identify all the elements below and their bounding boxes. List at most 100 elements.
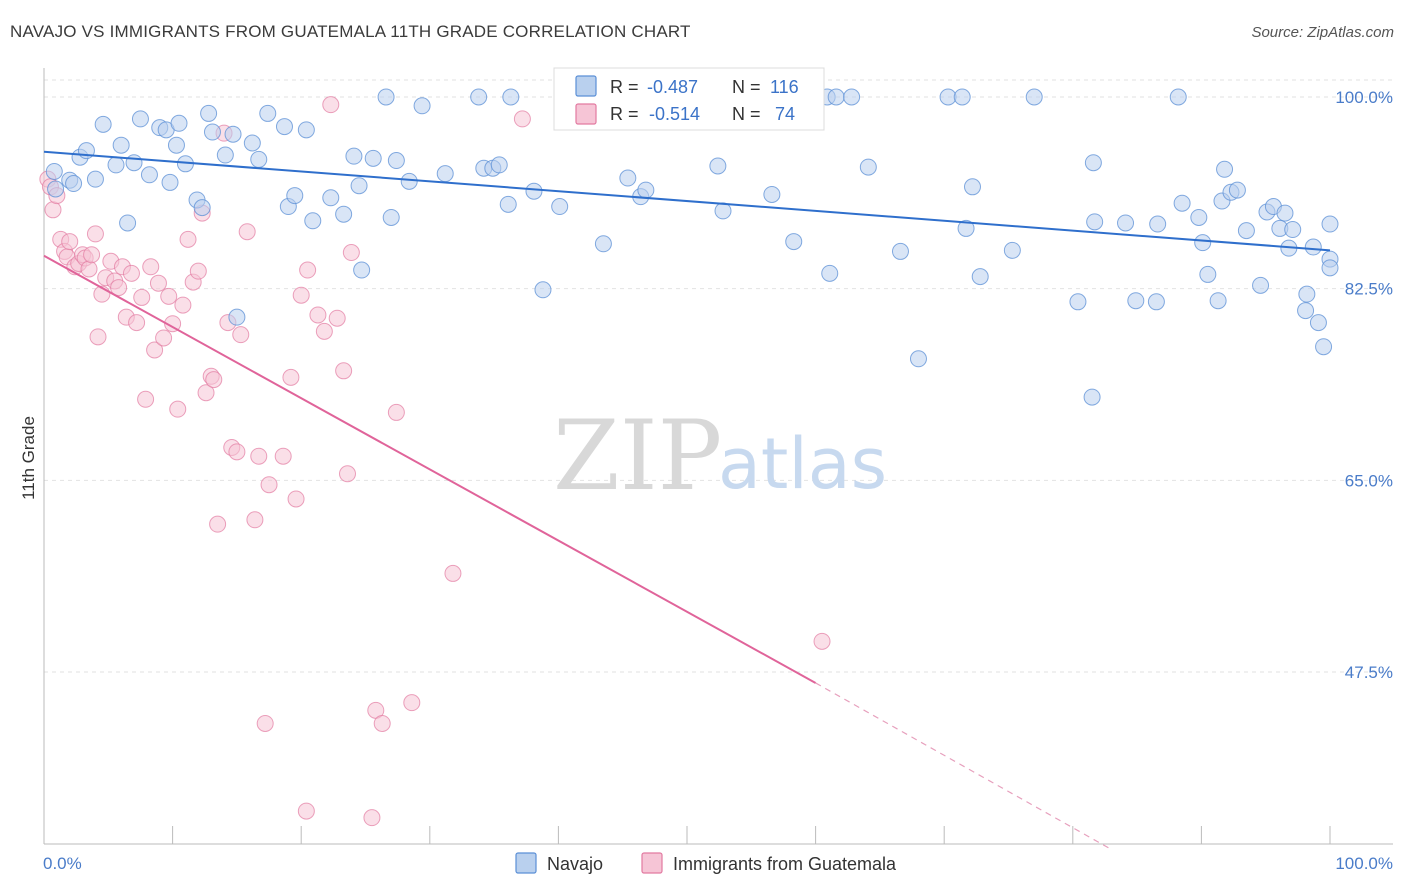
navajo-point-57 <box>619 169 637 187</box>
legend-r-label-guatemala: R = <box>610 104 639 124</box>
navajo-point-89 <box>1190 208 1208 226</box>
navajo-point-76 <box>971 268 989 286</box>
navajo-point-35 <box>322 189 340 207</box>
navajo-point-13 <box>140 166 158 184</box>
navajo-point-77 <box>1003 241 1021 259</box>
navajo-point-75 <box>963 178 981 196</box>
navajo-point-9 <box>112 136 130 154</box>
navajo-point-23 <box>203 123 221 141</box>
navajo-point-29 <box>259 104 277 122</box>
guatemala-point-51 <box>256 714 274 732</box>
guatemala-point-67 <box>373 714 391 732</box>
navajo-point-112 <box>1321 215 1339 233</box>
navajo-point-39 <box>353 261 371 279</box>
navajo-point-81 <box>1084 154 1102 172</box>
navajo-point-97 <box>1237 222 1255 240</box>
guatemala-point-14 <box>86 225 104 243</box>
navajo-point-28 <box>250 150 268 168</box>
guatemala-point-26 <box>137 390 155 408</box>
bottom-legend-navajo: Navajo <box>547 854 603 874</box>
bottom-legend-swatch-guatemala <box>641 852 663 874</box>
navajo-point-38 <box>350 177 368 195</box>
navajo-point-6 <box>86 170 104 188</box>
guatemala-point-49 <box>246 511 264 529</box>
legend-swatch-guatemala <box>575 103 597 125</box>
navajo-point-11 <box>125 154 143 172</box>
watermark-atlas: atlas <box>718 423 887 505</box>
guatemala-point-56 <box>292 286 310 304</box>
guatemala-point-53 <box>274 447 292 465</box>
navajo-point-111 <box>1321 259 1339 277</box>
navajo-point-87 <box>1169 88 1187 106</box>
navajo-point-64 <box>785 233 803 251</box>
guatemala-trend-line <box>43 254 817 684</box>
navajo-point-74 <box>957 219 975 237</box>
navajo-point-92 <box>1209 292 1227 310</box>
navajo-point-91 <box>1199 265 1217 283</box>
navajo-point-82 <box>1086 213 1104 231</box>
navajo-point-86 <box>1149 215 1167 233</box>
navajo-point-17 <box>167 136 185 154</box>
guatemala-point-46 <box>228 443 246 461</box>
watermark-zip: ZIP <box>553 400 722 512</box>
navajo-point-40 <box>364 149 382 167</box>
x-tick-label-min: 0.0% <box>43 854 82 873</box>
navajo-point-61 <box>714 202 732 220</box>
y-tick-labels: 47.5% 65.0% 82.5% 100.0% <box>1335 88 1393 682</box>
navajo-point-70 <box>891 242 909 260</box>
guatemala-point-54 <box>282 368 300 386</box>
x-tick-label-max: 100.0% <box>1335 854 1393 873</box>
navajo-point-85 <box>1147 293 1165 311</box>
legend-n-navajo: 116 <box>770 77 799 97</box>
guatemala-point-34 <box>174 296 192 314</box>
navajo-point-32 <box>286 187 304 205</box>
navajo-point-73 <box>953 88 971 106</box>
guatemala-point-2 <box>44 201 62 219</box>
bottom-legend-swatch-navajo <box>515 852 537 874</box>
navajo-point-18 <box>170 114 188 132</box>
bottom-legend: Navajo Immigrants from Guatemala <box>515 852 897 874</box>
guatemala-trend-extension <box>815 682 1112 850</box>
navajo-point-67 <box>827 88 845 106</box>
guatemala-point-47 <box>232 326 250 344</box>
navajo-point-105 <box>1297 302 1315 320</box>
guatemala-point-24 <box>128 314 146 332</box>
legend-n-label-guatemala: N = <box>732 104 761 124</box>
legend-box <box>553 67 825 131</box>
guatemala-point-15 <box>89 328 107 346</box>
guatemala-point-12 <box>80 260 98 278</box>
navajo-point-46 <box>436 165 454 183</box>
guatemala-point-29 <box>149 274 167 292</box>
navajo-point-50 <box>490 156 508 174</box>
guatemala-point-23 <box>122 264 140 282</box>
guatemala-point-64 <box>342 244 360 262</box>
navajo-point-98 <box>1252 276 1270 294</box>
navajo-point-42 <box>382 208 400 226</box>
navajo-point-10 <box>119 214 137 232</box>
guatemala-point-35 <box>179 230 197 248</box>
y-tick-label-1: 65.0% <box>1345 471 1393 490</box>
navajo-point-24 <box>216 146 234 164</box>
guatemala-point-60 <box>322 96 340 114</box>
guatemala-point-27 <box>142 258 160 276</box>
legend-r-navajo: -0.487 <box>647 77 698 97</box>
navajo-point-25 <box>224 125 242 143</box>
navajo-point-102 <box>1276 204 1294 222</box>
guatemala-point-30 <box>155 329 173 347</box>
navajo-point-104 <box>1284 221 1302 239</box>
trend-lines <box>43 150 1331 850</box>
navajo-point-71 <box>909 350 927 368</box>
navajo-point-37 <box>345 147 363 165</box>
navajo-point-16 <box>161 173 179 191</box>
navajo-point-56 <box>594 235 612 253</box>
navajo-point-8 <box>107 156 125 174</box>
legend-r-guatemala: -0.514 <box>649 104 700 124</box>
guatemala-point-48 <box>238 223 256 241</box>
navajo-point-27 <box>243 134 261 152</box>
guatemala-point-7 <box>61 233 79 251</box>
navajo-point-63 <box>763 185 781 203</box>
navajo-point-47 <box>470 88 488 106</box>
legend-r-label-navajo: R = <box>610 77 639 97</box>
navajo-point-43 <box>387 152 405 170</box>
